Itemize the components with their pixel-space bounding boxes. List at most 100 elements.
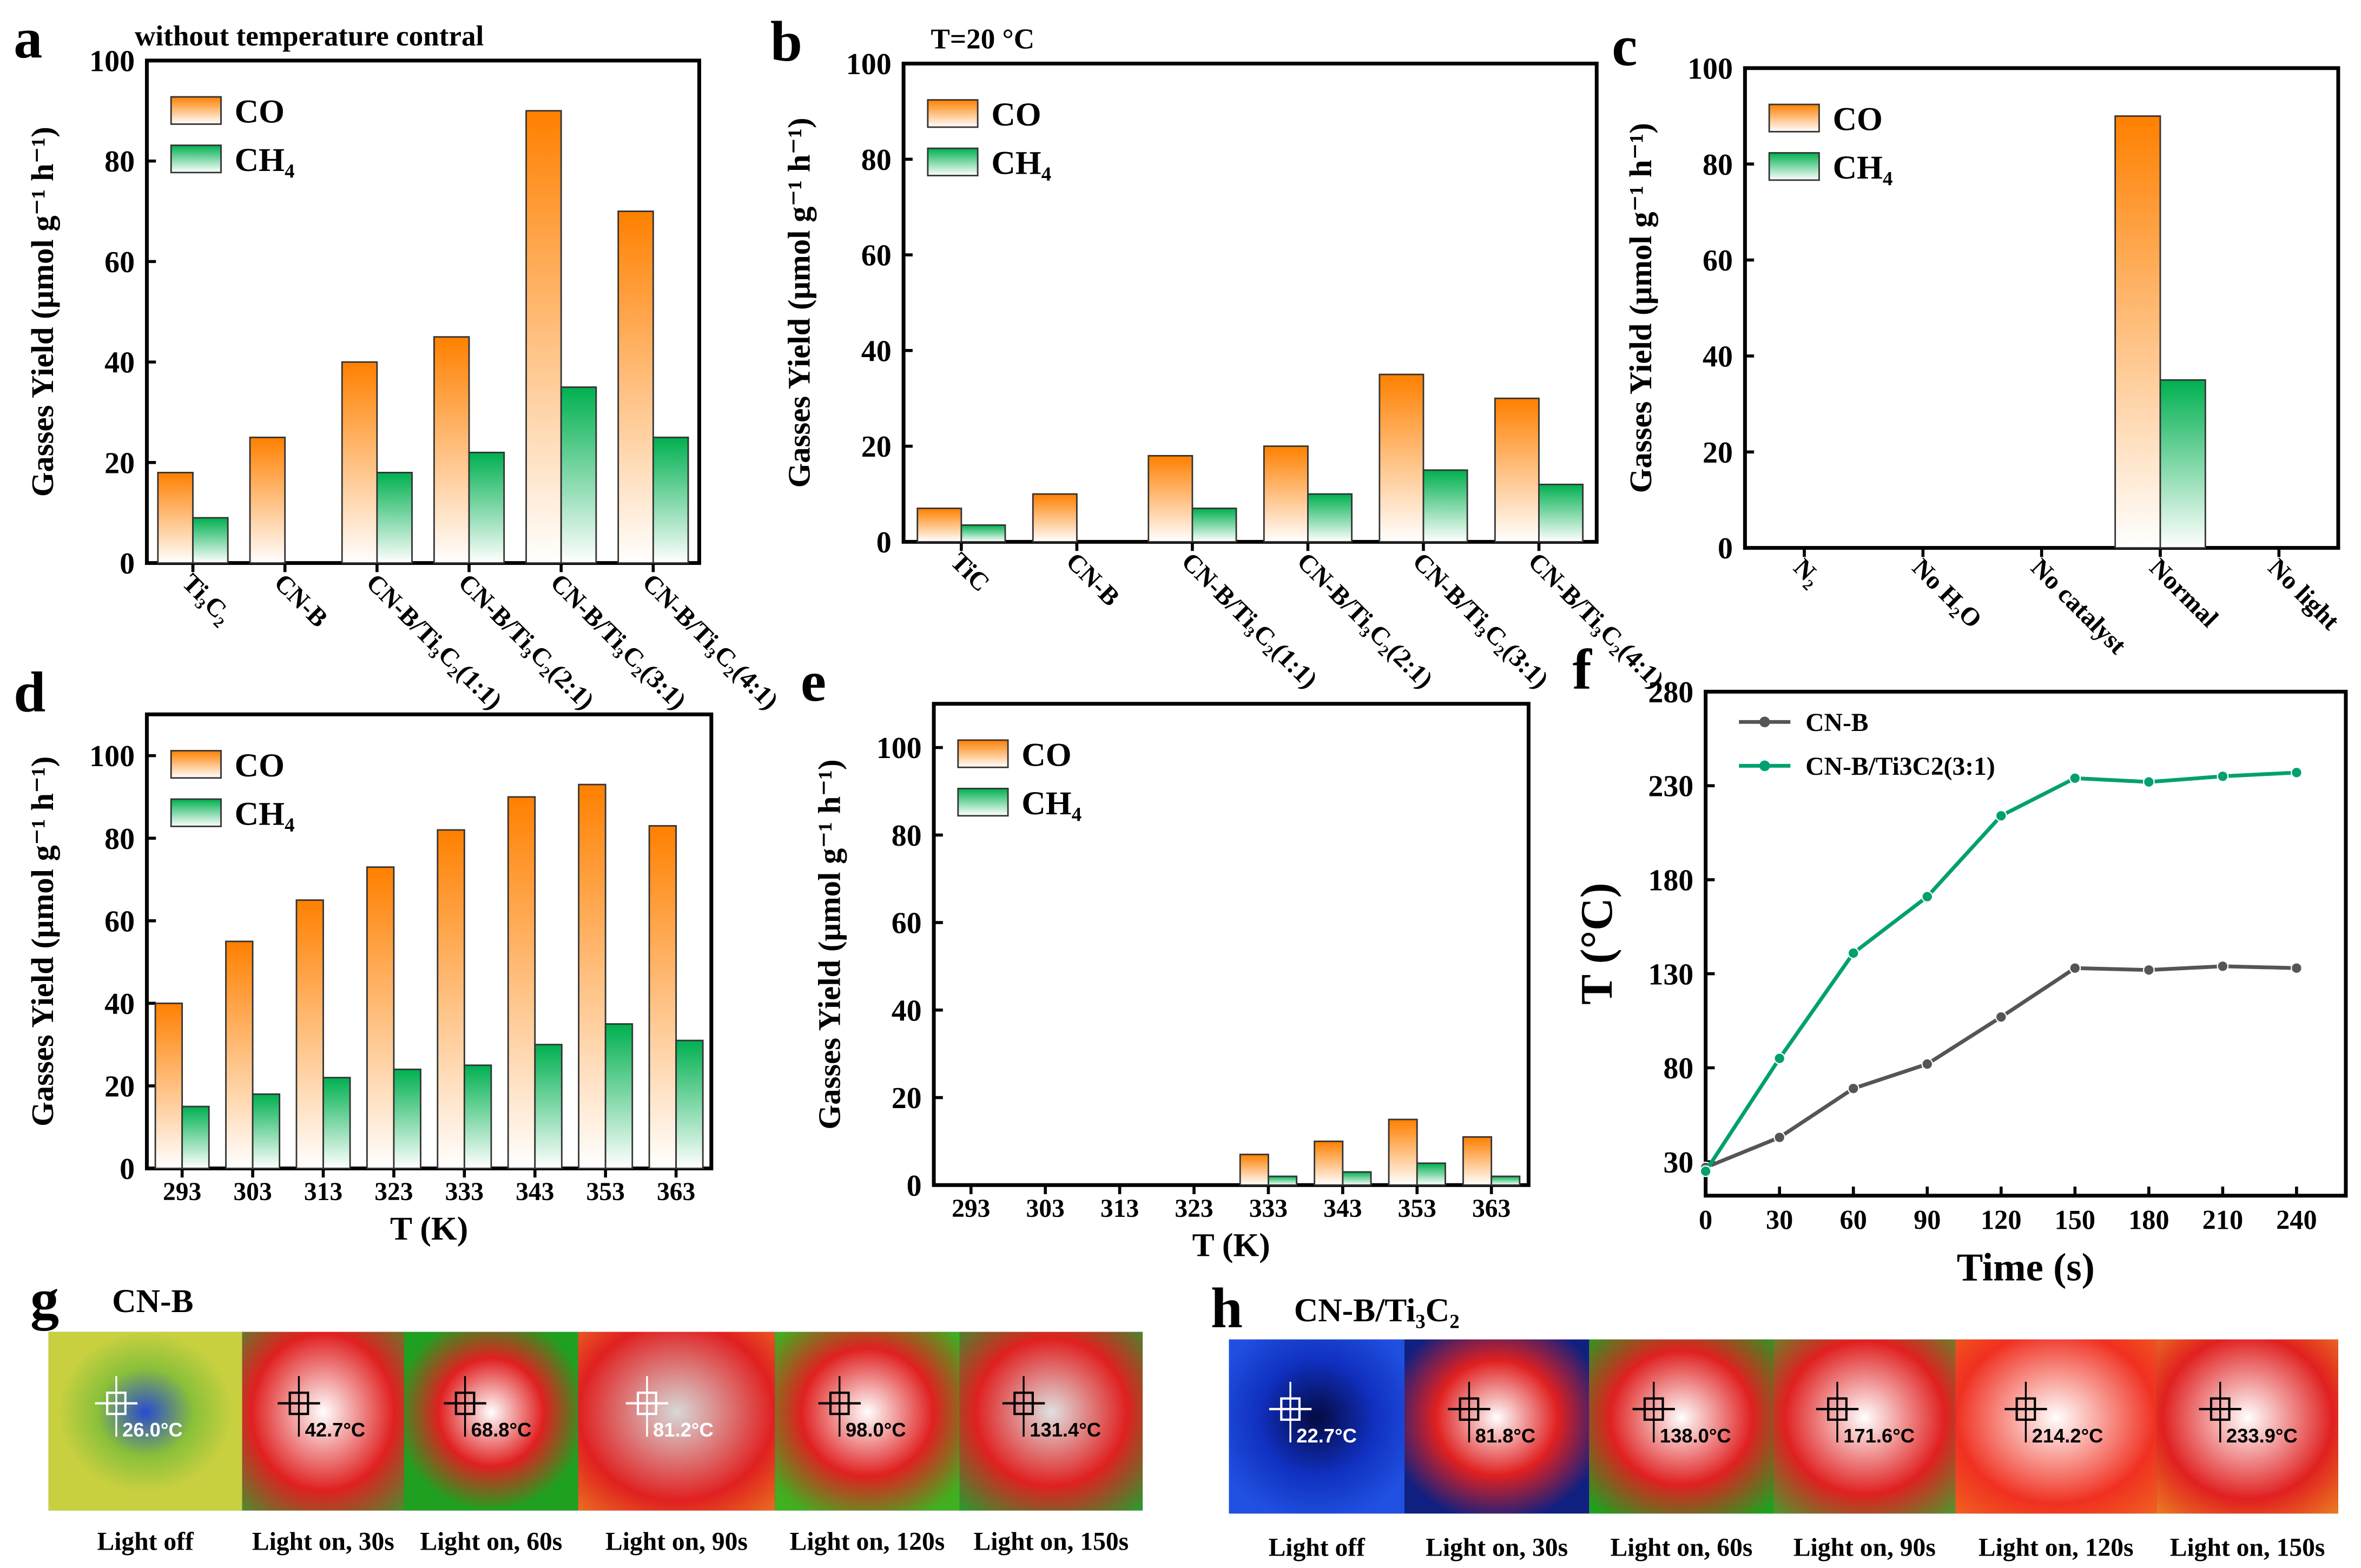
thermal-image-label: Light on, 30s <box>252 1527 394 1556</box>
thermal-image-label: Light off <box>1269 1534 1366 1562</box>
panel-letter: g <box>30 1267 59 1330</box>
bar-ch4 <box>1191 508 1237 543</box>
y-tick-label: 0 <box>120 1152 135 1186</box>
x-tick-label: 333 <box>1249 1195 1288 1223</box>
thermal-image <box>1773 1339 1956 1514</box>
panel-b: b T=20 °C Gasses Yield (μmol g⁻¹ h⁻¹) 0 20 40… <box>770 9 1670 694</box>
thermal-image-label: Light on, 90s <box>1793 1534 1936 1562</box>
thermal-image-label: Light on, 90s <box>605 1527 748 1556</box>
x-axis-label: T (K) <box>1192 1227 1270 1264</box>
y-tick-label: 20 <box>104 1070 135 1104</box>
data-point <box>2217 960 2229 972</box>
panel-g: g CN-B 26.0°C Light off 42.7°C Light on, 30s 6… <box>30 1267 1143 1556</box>
temperature-reading: 214.2°C <box>2032 1425 2103 1447</box>
panel-c: c Gasses Yield (μmol g⁻¹ h⁻¹) 0 20 40 60 80 100… <box>1612 14 2345 660</box>
y-tick-label: 100 <box>876 732 922 765</box>
thermal-image <box>242 1332 404 1511</box>
x-tick-label: CN-B <box>269 569 333 633</box>
legend-swatch <box>170 144 222 174</box>
panel-letter: c <box>1612 14 1637 77</box>
bar-ch4 <box>393 1069 421 1169</box>
y-tick-label: 0 <box>907 1169 922 1203</box>
data-point <box>2217 770 2229 782</box>
bar-co <box>157 472 194 564</box>
x-axis-label: T (K) <box>390 1210 468 1247</box>
y-tick-label: 80 <box>892 819 922 853</box>
data-point <box>1847 1082 1859 1095</box>
y-tick-label: 0 <box>120 547 135 581</box>
x-tick-label: 0 <box>1699 1204 1712 1235</box>
x-tick-label: 363 <box>1472 1195 1511 1223</box>
bar-ch4 <box>1416 1162 1446 1186</box>
legend-label: CO <box>1021 736 1071 773</box>
x-tick-label: 150 <box>2055 1204 2096 1235</box>
bar-ch4 <box>468 451 505 564</box>
y-tick-label: 30 <box>1663 1146 1693 1180</box>
data-point <box>2290 962 2303 974</box>
thermal-image-label: Light off <box>97 1527 194 1556</box>
bar-co <box>1388 1118 1418 1186</box>
thermal-title: CN-B/Ti₃C₂ <box>1294 1292 1460 1329</box>
x-tick-label: 90 <box>1914 1204 1941 1235</box>
y-tick-label: 40 <box>861 334 892 368</box>
x-tick-label: 313 <box>304 1178 342 1206</box>
y-tick-label: 0 <box>876 526 892 559</box>
data-point <box>2142 964 2155 976</box>
x-tick-label: 60 <box>1840 1204 1867 1235</box>
x-tick-label: 353 <box>586 1178 625 1206</box>
data-point <box>1921 1058 1934 1070</box>
x-tick-label: 303 <box>1026 1195 1065 1223</box>
x-tick-label: 30 <box>1766 1204 1793 1235</box>
x-tick-label: 333 <box>445 1178 484 1206</box>
legend-swatch <box>170 750 222 779</box>
thermal-image <box>404 1332 578 1511</box>
y-tick-label: 20 <box>861 430 892 464</box>
thermal-title: CN-B <box>112 1283 193 1320</box>
bar-ch4 <box>1268 1175 1298 1186</box>
bar-co <box>1462 1136 1493 1186</box>
y-axis-label: Gasses Yield (μmol g⁻¹ h⁻¹) <box>812 759 847 1129</box>
x-tick-label: N₂ <box>1788 554 1826 592</box>
y-tick-label: 20 <box>1703 436 1733 470</box>
panel-letter: h <box>1211 1276 1243 1340</box>
bar-ch4 <box>1342 1171 1372 1186</box>
x-tick-label: 293 <box>952 1195 990 1223</box>
y-tick-label: 60 <box>104 905 135 938</box>
legend-marker <box>1759 760 1770 772</box>
thermal-image-label: Light on, 30s <box>1426 1534 1568 1562</box>
thermal-image <box>1955 1339 2157 1514</box>
data-point <box>1773 1052 1786 1065</box>
x-tick-label: TiC <box>945 548 995 597</box>
legend-label: CN-B <box>1805 709 1868 737</box>
y-tick-label: 40 <box>104 346 135 380</box>
bar-co <box>1147 454 1193 543</box>
plot-frame <box>144 58 701 565</box>
plot-frame <box>1704 689 2348 1198</box>
thermal-image <box>2156 1339 2338 1514</box>
legend-label: CH₄ <box>1833 149 1893 186</box>
bar-ch4 <box>560 386 597 564</box>
panel-h: h CN-B/Ti₃C₂ 22.7°C Light off 81.8°C Light on… <box>1211 1276 2338 1562</box>
bar-ch4 <box>652 437 689 564</box>
y-tick-label: 40 <box>1703 340 1733 374</box>
bar-ch4 <box>181 1105 210 1169</box>
thermal-image <box>1229 1339 1404 1514</box>
bar-co <box>1263 445 1309 543</box>
data-point <box>1921 891 1934 903</box>
thermal-image-label: Light on, 120s <box>1979 1534 2134 1562</box>
thermal-image <box>1589 1339 1774 1514</box>
thermal-image <box>48 1332 242 1511</box>
legend-label: CO <box>235 747 285 784</box>
plot-frame <box>901 61 1599 544</box>
y-tick-label: 180 <box>1648 864 1693 898</box>
panel-letter: a <box>14 6 42 70</box>
bar-co <box>437 829 465 1169</box>
y-tick-label: 40 <box>104 987 135 1021</box>
y-tick-label: 100 <box>1687 52 1733 85</box>
data-point <box>1699 1165 1712 1177</box>
thermal-image <box>775 1332 960 1511</box>
bar-co <box>2114 115 2161 549</box>
legend-label: CH₄ <box>1021 785 1081 822</box>
y-tick-label: 60 <box>1703 244 1733 278</box>
panel-a: a without temperature contral Gasses Yield… <box>14 6 783 715</box>
